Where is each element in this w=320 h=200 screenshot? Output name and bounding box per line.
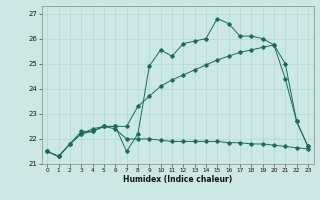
- X-axis label: Humidex (Indice chaleur): Humidex (Indice chaleur): [123, 175, 232, 184]
